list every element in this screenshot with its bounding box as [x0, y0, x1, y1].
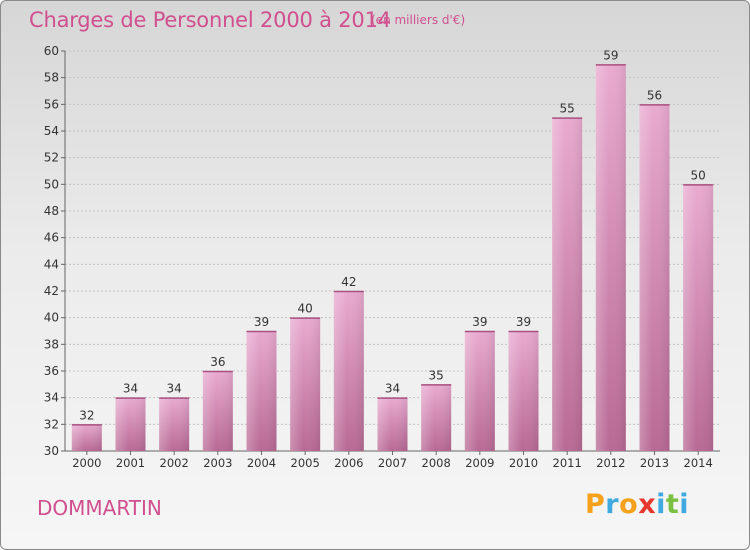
logo-letter: o — [619, 489, 639, 520]
x-tick-label: 2009 — [465, 456, 494, 470]
y-tick-label: 56 — [44, 97, 59, 111]
bar-value-label: 39 — [254, 315, 269, 329]
y-tick-label: 40 — [44, 311, 59, 325]
bars — [71, 64, 714, 452]
y-tick-label: 32 — [44, 417, 59, 431]
y-tick-label: 36 — [44, 364, 59, 378]
logo-letter: i — [679, 489, 690, 520]
x-tick-label: 2012 — [596, 456, 625, 470]
x-tick-label: 2008 — [422, 456, 451, 470]
bar-value-label: 36 — [210, 355, 225, 369]
bar-value-label: 32 — [79, 408, 94, 422]
bar-shading — [377, 397, 408, 451]
bar-shading — [290, 317, 321, 451]
bar-shading — [508, 331, 539, 451]
bar-shading — [552, 117, 583, 452]
bar-shading — [421, 384, 452, 451]
logo-letter: x — [638, 489, 657, 520]
bar-value-label: 56 — [647, 88, 662, 102]
x-tick-label: 2002 — [160, 456, 189, 470]
y-tick-label: 30 — [44, 444, 59, 458]
y-tick-label: 48 — [44, 204, 59, 218]
y-tick-label: 42 — [44, 284, 59, 298]
bar-value-label: 42 — [341, 275, 356, 289]
bar-shading — [333, 291, 364, 451]
x-tick-label: 2011 — [553, 456, 582, 470]
x-tick-label: 2006 — [334, 456, 363, 470]
logo-letter: i — [656, 489, 666, 520]
commune-name: DOMMARTIN — [37, 496, 162, 520]
proxiti-logo[interactable]: Proxiti — [585, 489, 689, 520]
bar-value-label: 50 — [691, 168, 706, 182]
bar-value-label: 59 — [603, 48, 618, 62]
x-tick-label: 2007 — [378, 456, 407, 470]
bar-value-label: 35 — [429, 368, 444, 382]
x-tick-label: 2000 — [72, 456, 101, 470]
bar-shading — [202, 371, 233, 451]
logo-letter: P — [585, 489, 606, 520]
logo-letter: r — [605, 489, 620, 520]
y-tick-label: 54 — [44, 124, 59, 138]
chart-title: Charges de Personnel 2000 à 2014 — [29, 8, 391, 32]
x-tick-label: 2003 — [203, 456, 232, 470]
y-tick-label: 60 — [44, 44, 59, 58]
bar-value-label: 39 — [472, 315, 487, 329]
bar-shading — [683, 184, 714, 452]
bar-shading — [115, 397, 146, 451]
bar-value-label: 34 — [167, 382, 182, 396]
bar-value-label: 55 — [560, 102, 575, 116]
x-tick-label: 2014 — [684, 456, 713, 470]
y-tick-label: 52 — [44, 151, 59, 165]
bar-shading — [639, 104, 670, 451]
y-tick-label: 58 — [44, 71, 59, 85]
y-tick-label: 34 — [44, 391, 59, 405]
x-tick-label: 2001 — [116, 456, 145, 470]
y-tick-label: 46 — [44, 231, 59, 245]
bar-shading — [71, 424, 102, 451]
x-tick-label: 2004 — [247, 456, 276, 470]
bar-shading — [159, 397, 190, 451]
x-tick-label: 2010 — [509, 456, 538, 470]
chart-subtitle: (en milliers d'€) — [371, 13, 466, 27]
x-tick-label: 2013 — [640, 456, 669, 470]
bar-shading — [464, 331, 495, 451]
bar-value-label: 34 — [385, 382, 400, 396]
labels: 30 32 34 36 38 40 42 44 46 48 50 52 54 56 58 60 2000 32 20… — [44, 44, 713, 470]
x-tick-label: 2005 — [291, 456, 320, 470]
bar-shading — [246, 331, 277, 451]
bar-shading — [595, 64, 626, 452]
bar-value-label: 39 — [516, 315, 531, 329]
bar-value-label: 34 — [123, 382, 138, 396]
y-tick-label: 50 — [44, 177, 59, 191]
y-tick-label: 44 — [44, 257, 59, 271]
logo-letter: t — [665, 489, 680, 520]
bar-value-label: 40 — [298, 302, 313, 316]
y-tick-label: 38 — [44, 337, 59, 351]
